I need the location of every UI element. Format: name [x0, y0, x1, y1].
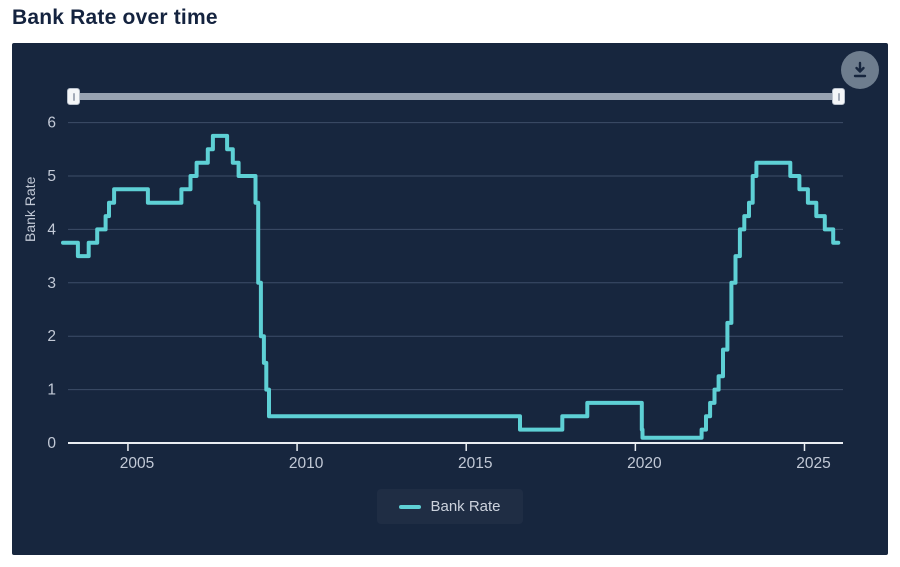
x-tick-label: 2010	[289, 455, 324, 472]
download-button[interactable]	[841, 51, 879, 89]
y-tick-label: 2	[47, 328, 56, 345]
page-title: Bank Rate over time	[12, 6, 218, 29]
download-icon	[853, 61, 867, 78]
range-slider[interactable]	[67, 88, 857, 105]
bank-rate-line[interactable]	[61, 133, 841, 440]
x-tick-label: 2015	[458, 455, 492, 472]
y-axis-title: Bank Rate	[22, 176, 38, 242]
slider-track[interactable]	[67, 93, 845, 100]
legend-label: Bank Rate	[430, 498, 501, 515]
slider-grip-icon	[72, 92, 75, 101]
x-tick-label: 2025	[796, 455, 830, 472]
x-tick-label: 2005	[120, 455, 154, 472]
y-tick-label: 1	[47, 382, 56, 399]
chart-panel: 0 1 2 3 4 5 6 2005 2010 2015 2020 2025 Bank Rate Ba…	[12, 43, 888, 555]
legend-line-swatch-icon	[399, 504, 422, 509]
chart-plot-area[interactable]: 0 1 2 3 4 5 6 2005 2010 2015 2020 2025	[12, 43, 888, 555]
legend: Bank Rate	[12, 489, 888, 524]
y-tick-label: 4	[47, 221, 56, 238]
y-tick-label: 0	[47, 435, 56, 452]
slider-grip-icon	[837, 92, 840, 101]
slider-handle-min[interactable]	[67, 88, 80, 105]
slider-handle-max[interactable]	[832, 88, 845, 105]
y-tick-label: 6	[47, 115, 56, 132]
x-tick-label: 2020	[627, 455, 662, 472]
legend-item-bank-rate[interactable]: Bank Rate	[377, 489, 522, 524]
y-tick-label: 5	[47, 168, 56, 185]
y-tick-label: 3	[47, 275, 56, 292]
